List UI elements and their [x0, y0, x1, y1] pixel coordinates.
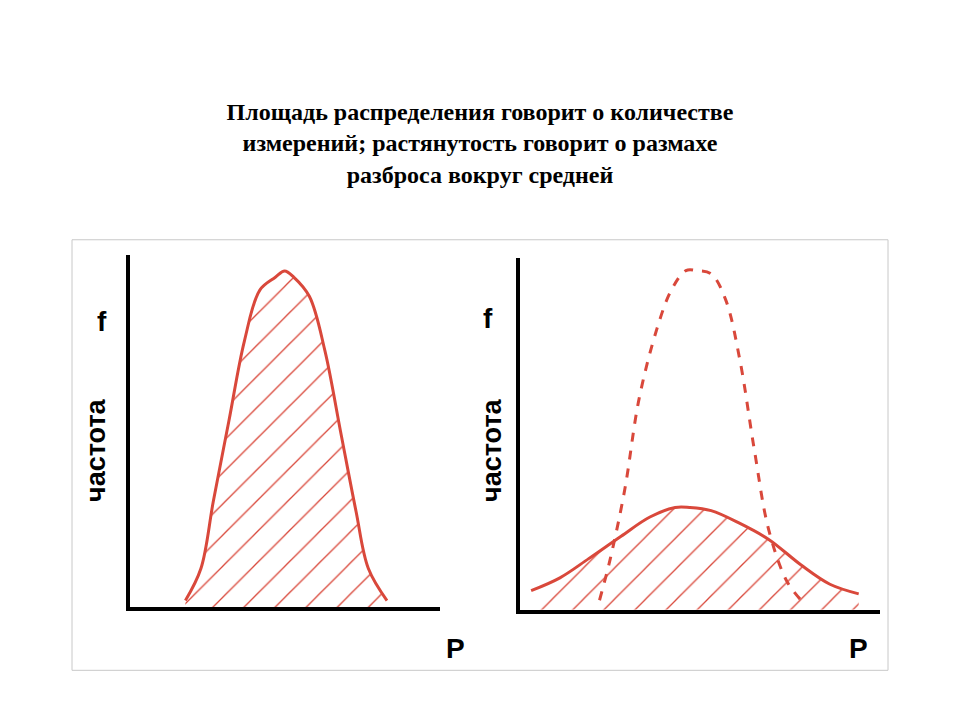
svg-text:частота: частота [81, 398, 111, 502]
svg-text:P: P [446, 633, 465, 664]
svg-text:Площадь распределения говорит: Площадь распределения говорит о количест… [227, 99, 734, 187]
svg-text:частота: частота [477, 398, 507, 502]
svg-text:f: f [97, 306, 107, 337]
svg-text:P: P [849, 633, 868, 664]
svg-text:f: f [483, 303, 493, 334]
